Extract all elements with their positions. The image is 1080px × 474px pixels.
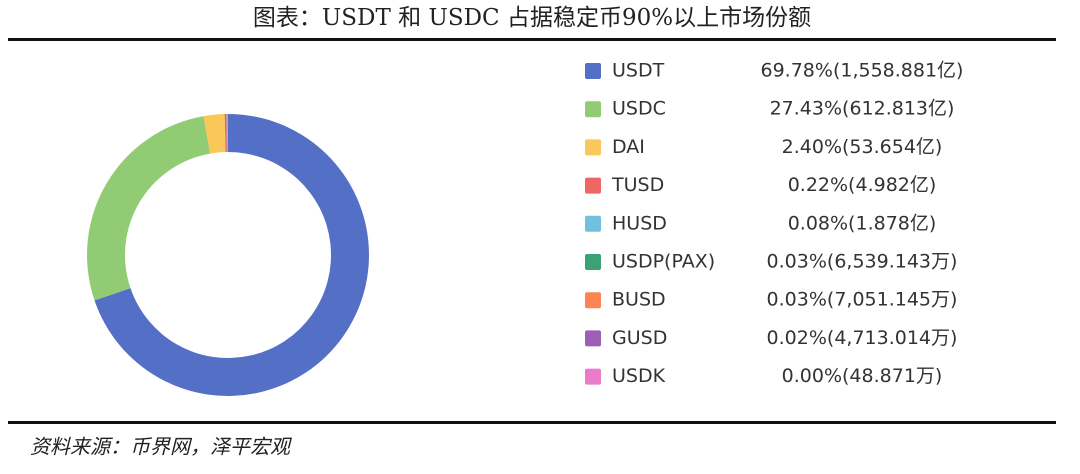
donut-slice [226,114,228,153]
legend-label: USDT [612,60,665,82]
legend-value: 0.03%(7,051.145万) [767,289,958,311]
donut-slice [224,114,227,153]
top-rule [8,38,1056,41]
donut-slice [203,114,226,154]
legend-swatch [585,292,601,309]
legend-value: 0.22%(4.982亿) [788,174,937,196]
legend-label: TUSD [611,174,664,196]
legend-swatch [585,254,601,270]
legend-value: 27.43%(612.813亿) [770,98,955,120]
legend-value: 0.02%(4,713.014万) [767,327,958,349]
legend-swatch [585,177,601,194]
legend-value: 0.00%(48.871万) [782,365,943,387]
legend-value: 69.78%(1,558.881亿) [761,60,964,82]
chart-title: 图表：USDT 和 USDC 占据稳定币90%以上市场份额 [253,5,811,31]
legend-label: USDK [612,365,666,387]
legend-swatch [585,101,601,118]
legend-label: USDP(PAX) [612,251,715,273]
legend-swatch [585,330,601,347]
legend-swatch [585,215,601,232]
legend-swatch [585,63,601,79]
legend-swatch [585,139,601,156]
legend-label: BUSD [612,289,666,311]
legend-label: DAI [612,136,645,158]
legend-value: 0.08%(1.878亿) [788,212,937,234]
bottom-rule [8,421,1056,424]
legend-swatch [585,368,601,385]
legend-label: USDC [612,98,666,120]
source-note: 资料来源：币界网，泽平宏观 [30,435,292,459]
legend-value: 0.03%(6,539.143万) [767,251,958,273]
legend-label: HUSD [612,212,667,234]
legend-value: 2.40%(53.654亿) [782,136,943,158]
donut-slice [86,116,211,301]
legend-label: GUSD [612,327,667,349]
